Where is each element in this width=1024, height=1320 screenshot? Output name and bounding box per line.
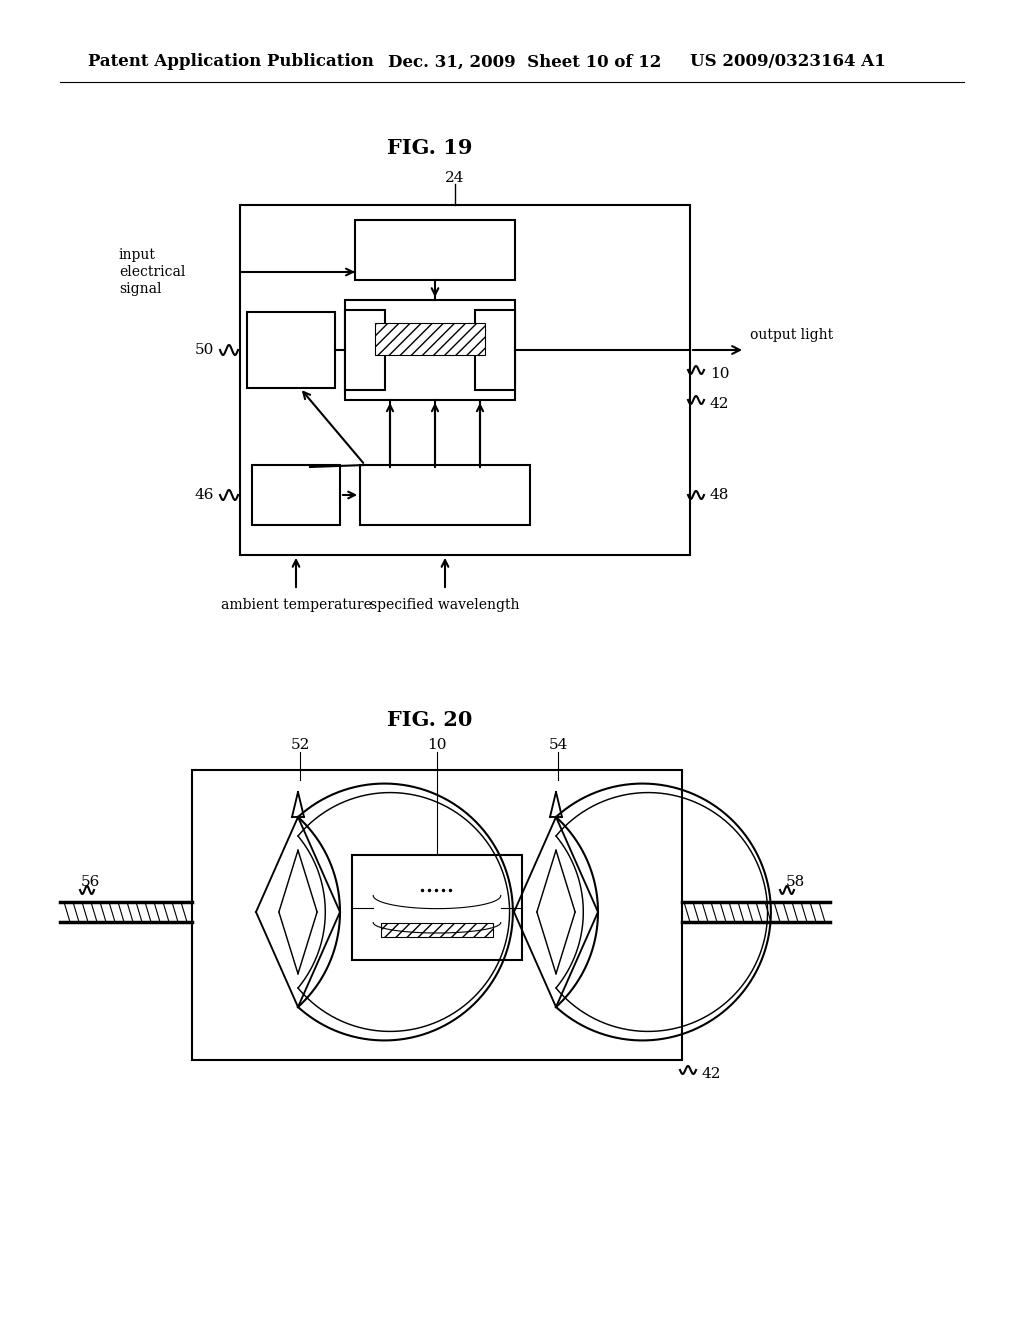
Text: 24: 24 <box>445 172 465 185</box>
Text: 56: 56 <box>80 875 99 888</box>
Bar <box>345 300 515 400</box>
Text: output light: output light <box>750 327 834 342</box>
Bar <box>375 323 485 355</box>
Bar <box>360 465 530 525</box>
Text: US 2009/0323164 A1: US 2009/0323164 A1 <box>690 54 886 70</box>
Text: 46: 46 <box>195 488 214 502</box>
Text: specified wavelength: specified wavelength <box>371 598 520 612</box>
Text: 50: 50 <box>195 343 214 356</box>
Text: FIG. 19: FIG. 19 <box>387 139 473 158</box>
Text: 10: 10 <box>710 367 729 381</box>
Text: FIG. 20: FIG. 20 <box>387 710 473 730</box>
Text: 48: 48 <box>710 488 729 502</box>
Bar <box>193 770 682 1060</box>
Text: ambient temperature: ambient temperature <box>220 598 372 612</box>
Bar <box>345 310 385 389</box>
Bar <box>240 205 690 554</box>
Text: 52: 52 <box>291 738 309 752</box>
Text: 54: 54 <box>548 738 567 752</box>
Text: 42: 42 <box>702 1067 722 1081</box>
Text: input
electrical
signal: input electrical signal <box>119 248 185 296</box>
Text: 10: 10 <box>427 738 446 752</box>
Bar <box>375 323 485 355</box>
Bar <box>352 855 522 960</box>
Bar <box>247 312 335 388</box>
Bar <box>355 220 515 280</box>
Text: Patent Application Publication: Patent Application Publication <box>88 54 374 70</box>
Bar <box>381 923 493 936</box>
Bar <box>475 310 515 389</box>
Text: Dec. 31, 2009  Sheet 10 of 12: Dec. 31, 2009 Sheet 10 of 12 <box>388 54 662 70</box>
Text: 58: 58 <box>785 875 805 888</box>
Text: 42: 42 <box>710 397 729 411</box>
Bar <box>252 465 340 525</box>
